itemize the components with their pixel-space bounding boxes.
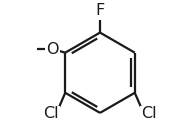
Text: F: F	[95, 3, 105, 18]
Text: Cl: Cl	[141, 106, 157, 121]
Text: O: O	[46, 42, 59, 57]
Text: Cl: Cl	[43, 106, 59, 121]
